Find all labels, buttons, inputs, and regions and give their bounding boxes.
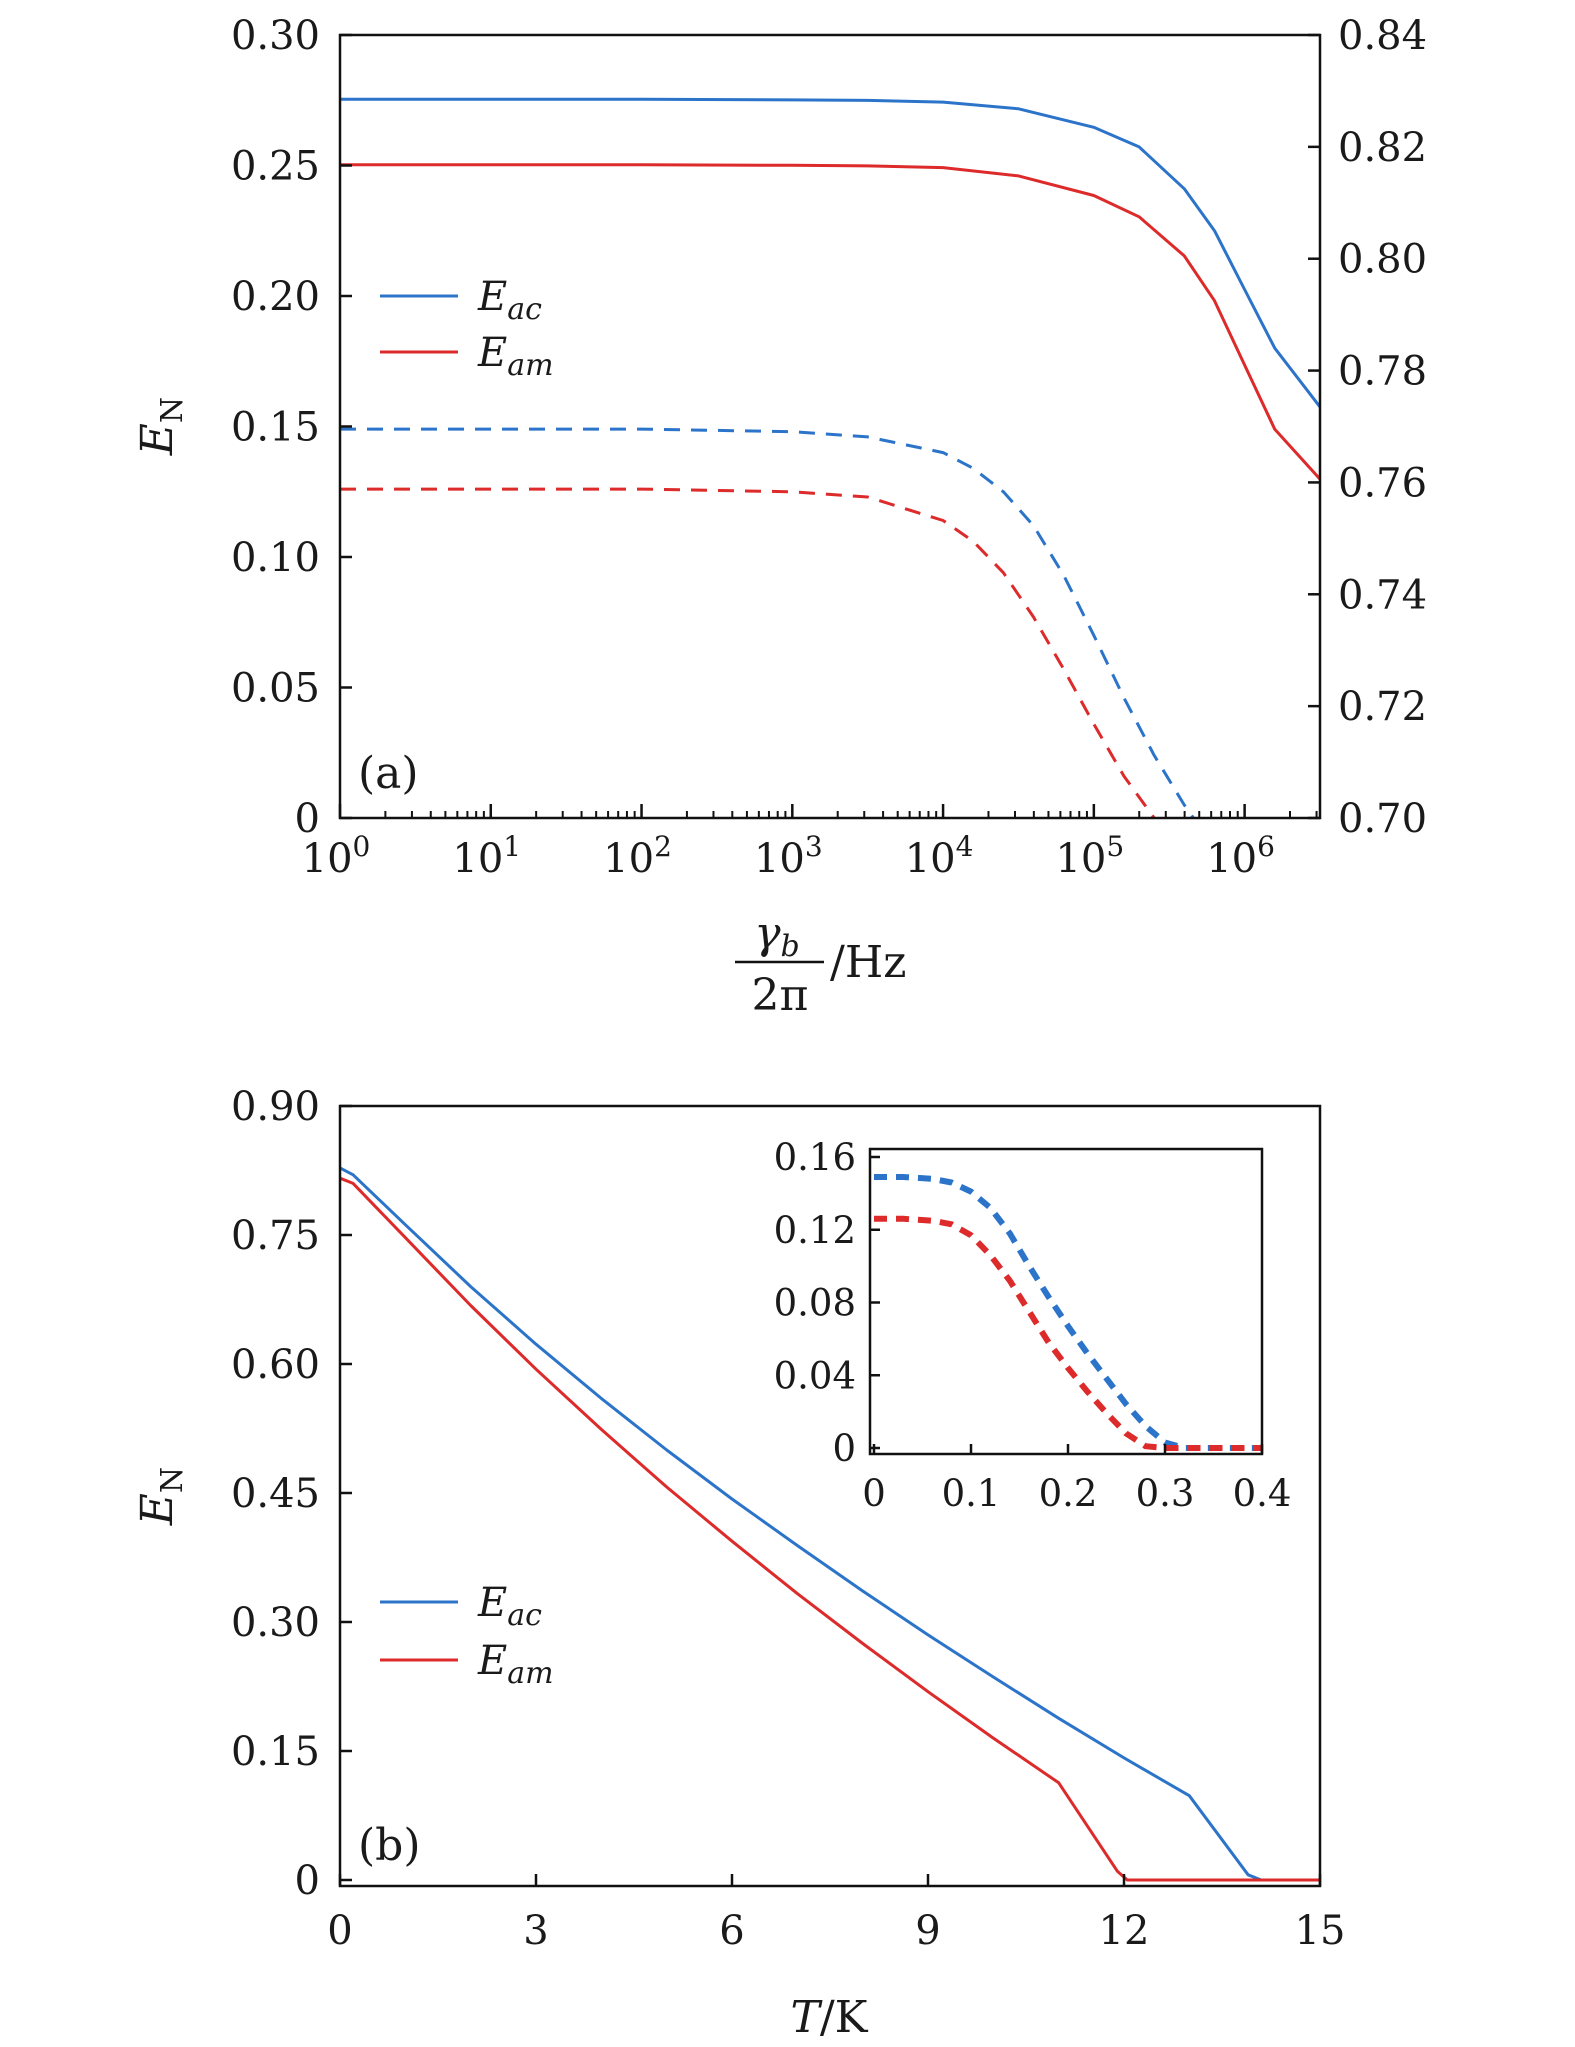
panel-a-left-y-ticks: 0 0.05 0.10 0.15 0.20 0.25 0.30 — [231, 13, 352, 842]
panel-a-right-tick-label: 0.72 — [1338, 684, 1427, 730]
panel-a-label: (a) — [358, 748, 419, 799]
panel-a-left-tick-label: 0.30 — [231, 13, 320, 59]
inset-x-tick-label: 0.2 — [1039, 1472, 1098, 1515]
panel-a-series-group — [340, 97, 1322, 819]
panel-a-legend-label-eac: Eac — [477, 274, 542, 327]
inset-x-tick-label: 0.1 — [942, 1472, 1001, 1515]
panel-b-y-tick-label: 0.15 — [231, 1729, 320, 1775]
panel-b-x-tick-label: 9 — [915, 1908, 940, 1954]
panel-a-series-3-dashed-line — [340, 487, 1156, 819]
panel-a-right-tick-label: 0.74 — [1338, 572, 1427, 618]
inset-y-ticks: 0 0.04 0.08 0.12 0.16 — [774, 1136, 880, 1470]
panel-a-chart: 00.050.100.150.200.250.30 0.700.720.740.… — [132, 13, 1427, 1021]
panel-a-left-tick-label: 0.15 — [231, 405, 320, 451]
panel-a-x-tick-label: 100 — [302, 830, 371, 882]
panel-a-x-tick-label: 101 — [452, 830, 521, 882]
panel-a-left-tick-label: 0.10 — [231, 535, 320, 581]
panel-a-legend: Eac Eam — [380, 274, 554, 383]
panel-a-frame — [338, 33, 1322, 820]
inset-x-tick-label: 0.4 — [1233, 1472, 1292, 1515]
panel-b-y-tick-label: 0.60 — [231, 1342, 320, 1388]
panel-a-x-axis-label: γb 2π /Hz — [735, 908, 906, 1021]
inset-series-1-dashed-line — [874, 1215, 1262, 1451]
panel-a-left-tick-label: 0.25 — [231, 144, 320, 190]
panel-b-legend-label-eam: Eam — [477, 1638, 554, 1691]
inset-y-tick-label: 0.08 — [774, 1282, 856, 1325]
inset-y-tick-label: 0.04 — [774, 1354, 856, 1397]
inset-series-group — [874, 1174, 1262, 1451]
panel-a-right-tick-label: 0.78 — [1338, 349, 1427, 395]
panel-a-right-y-ticks: 0.70 0.72 0.74 0.76 0.78 0.80 0.82 0.84 — [1308, 13, 1427, 842]
panel-b-series-1-line — [339, 1176, 1320, 1882]
panel-b-x-tick-label: 15 — [1295, 1908, 1346, 1954]
panel-b-label: (b) — [358, 1820, 421, 1871]
inset-x-ticks: 0 0.1 0.2 0.3 0.4 — [862, 1444, 1291, 1515]
panel-b-y-tick-label: 0.30 — [231, 1600, 320, 1646]
panel-b-legend: Eac Eam — [380, 1580, 554, 1691]
panel-a-x-tick-label: 106 — [1206, 830, 1275, 882]
panel-a-series-0-solid-line — [340, 97, 1322, 408]
panel-b-series-group — [339, 1166, 1320, 1882]
inset-y-tick-label: 0.16 — [774, 1136, 856, 1179]
panel-a-x-label-numerator: γb — [754, 908, 800, 964]
panel-a-right-tick-label: 0.76 — [1338, 460, 1427, 506]
panel-a-left-tick-label: 0.20 — [231, 274, 320, 320]
panel-b-x-ticks: 0 3 6 9 12 15 — [327, 1874, 1345, 1954]
panel-a-x-tick-label: 105 — [1055, 830, 1124, 882]
panel-b-y-tick-label: 0 — [295, 1858, 320, 1904]
inset-y-tick-label: 0.12 — [774, 1209, 856, 1252]
inset-x-tick-label: 0.3 — [1136, 1472, 1195, 1515]
panel-a-x-label-unit: /Hz — [830, 937, 906, 988]
panel-b-frame — [338, 1104, 1322, 1888]
panel-a-right-tick-label: 0.70 — [1338, 796, 1427, 842]
panel-b-x-axis-label: T/K — [790, 1992, 868, 2043]
panel-a-x-tick-label: 103 — [754, 830, 823, 882]
panel-b-x-tick-label: 6 — [719, 1908, 744, 1954]
panel-a-left-tick-label: 0.05 — [231, 666, 320, 712]
panel-b-chart: 00.150.300.450.600.750.90 0 3 6 9 12 15 (b) E… — [132, 1084, 1345, 2043]
panel-b-y-tick-label: 0.45 — [231, 1471, 320, 1517]
panel-b-y-tick-label: 0.75 — [231, 1213, 320, 1259]
panel-a-series-1-solid-line — [340, 163, 1322, 481]
panel-b-x-tick-label: 0 — [327, 1908, 352, 1954]
panel-a-series-2-dashed-line — [340, 427, 1195, 819]
inset-background — [870, 1149, 1262, 1454]
panel-b-x-tick-label: 3 — [523, 1908, 548, 1954]
panel-a-right-tick-label: 0.84 — [1338, 13, 1427, 59]
panel-b-y-axis-label: EN — [132, 1467, 190, 1526]
panel-a-x-label-denominator: 2π — [752, 970, 809, 1021]
panel-b-series-0-line — [339, 1166, 1320, 1882]
inset-frame — [868, 1147, 1264, 1456]
inset-x-tick-label: 0 — [862, 1472, 886, 1515]
panel-a-legend-label-eam: Eam — [477, 330, 554, 383]
panel-b-y-ticks: 0 0.15 0.30 0.45 0.60 0.75 0.90 — [231, 1084, 352, 1904]
panel-b-legend-label-eac: Eac — [477, 1580, 542, 1633]
inset-series-0-dashed-line — [874, 1174, 1262, 1451]
panel-a-right-tick-label: 0.80 — [1338, 237, 1427, 283]
panel-b-inset: 0 0.04 0.08 0.12 0.16 0 0.1 0.2 0.3 0.4 — [774, 1136, 1292, 1515]
inset-y-tick-label: 0 — [832, 1427, 856, 1470]
panel-b-y-tick-label: 0.90 — [231, 1084, 320, 1130]
panel-a-right-tick-label: 0.82 — [1338, 125, 1427, 171]
panel-a-x-tick-label: 104 — [905, 830, 974, 882]
panel-b-x-tick-label: 12 — [1099, 1908, 1150, 1954]
panel-a-x-tick-label: 102 — [603, 830, 672, 882]
panel-a-left-tick-label: 0 — [295, 796, 320, 842]
panel-a-y-axis-label: EN — [132, 397, 190, 456]
